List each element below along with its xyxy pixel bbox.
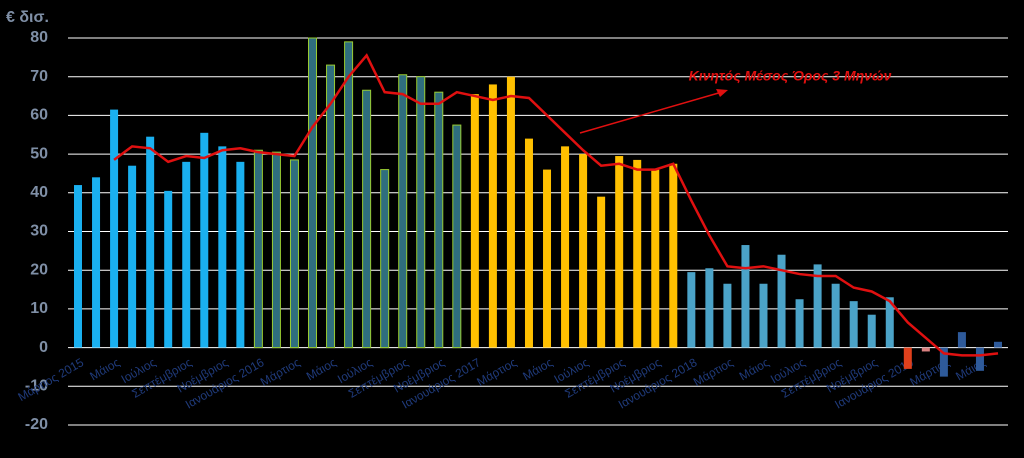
bar: [380, 169, 390, 349]
bar: [326, 64, 336, 349]
bar: [633, 159, 642, 348]
bar: [416, 76, 426, 349]
bar: [651, 169, 660, 348]
annotation-arrowhead: [716, 89, 728, 97]
bar: [687, 272, 696, 348]
bar: [362, 89, 372, 349]
bar: [579, 154, 588, 348]
bar: [669, 163, 678, 348]
y-tick-label: -20: [25, 416, 48, 433]
bar: [759, 283, 768, 348]
y-tick-label: 50: [30, 145, 48, 162]
bar: [434, 91, 444, 349]
bar: [543, 169, 552, 348]
bar: [164, 190, 173, 348]
bar: [597, 196, 606, 348]
bar: [128, 165, 137, 348]
bar: [452, 124, 462, 349]
bar: [308, 37, 318, 349]
y-tick-label: 80: [30, 29, 48, 46]
bar: [488, 84, 497, 348]
bar: [289, 159, 299, 349]
y-tick-label: 0: [39, 339, 48, 356]
y-tick-label: 60: [30, 107, 48, 124]
bar: [741, 245, 750, 348]
bar: [957, 332, 966, 348]
y-tick-label: 10: [30, 300, 48, 317]
bar: [975, 347, 984, 371]
y-tick-label: 30: [30, 223, 48, 240]
y-axis-label: € δισ.: [6, 9, 49, 26]
annotation-arrow: [579, 91, 723, 134]
y-tick-label: -10: [25, 378, 48, 395]
bar: [200, 132, 209, 348]
bar: [777, 254, 786, 348]
bar: [506, 76, 515, 348]
bar: [849, 301, 858, 348]
bar: [236, 161, 245, 348]
bar: [271, 151, 281, 349]
y-tick-label: 20: [30, 261, 48, 278]
bar: [92, 177, 101, 348]
bar: [921, 347, 930, 352]
bar: [253, 149, 263, 349]
bar: [524, 138, 533, 348]
bar: [903, 347, 912, 369]
bar: [344, 41, 354, 349]
bar: [867, 314, 876, 348]
annotation: Κινητός Μέσος Όρος 3 Μηνών: [689, 68, 892, 84]
bar: [723, 283, 732, 348]
bar: [146, 136, 155, 348]
bar: [994, 341, 1002, 348]
bar: [795, 299, 804, 348]
bar: [885, 297, 894, 348]
bar: [561, 146, 570, 348]
bar: [705, 268, 714, 348]
bar: [939, 347, 948, 377]
y-tick-label: 70: [30, 68, 48, 85]
bar: [182, 161, 191, 348]
bar: [74, 185, 82, 348]
bar: [470, 94, 479, 348]
bar: [813, 264, 822, 348]
bar: [218, 146, 227, 348]
bar: [398, 74, 408, 349]
bar: [110, 109, 119, 348]
moving-average-line: [113, 53, 999, 357]
y-tick-label: 40: [30, 184, 48, 201]
bar: [615, 156, 624, 348]
bar: [831, 283, 840, 348]
